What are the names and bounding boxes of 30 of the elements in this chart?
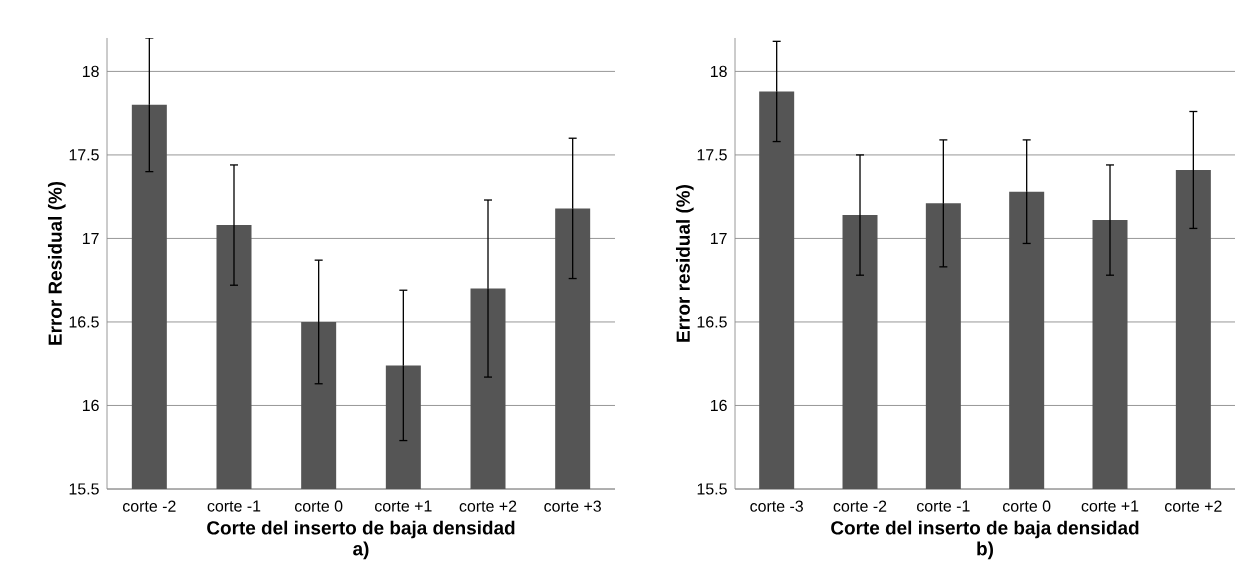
x-tick-label: corte +3 (544, 500, 601, 512)
x-tick-label: corte 0 (1002, 500, 1051, 512)
y-tick-label: 15.5 (697, 483, 727, 495)
text: a) (353, 541, 369, 560)
x-tick-label: corte +1 (1081, 500, 1139, 512)
text: b) (977, 541, 993, 560)
y-tick-label: 17 (82, 232, 99, 244)
x-tick-label: corte -1 (207, 500, 261, 512)
x-tick-label: corte +1 (374, 500, 432, 512)
x-axis-title: Corte del inserto de baja densidad (207, 520, 515, 539)
x-tick-label: corte +2 (1165, 500, 1222, 512)
y-tick-label: 17.5 (69, 149, 99, 161)
y-tick-label: 18 (82, 65, 99, 78)
x-tick-label: corte -3 (750, 500, 803, 512)
y-tick-label: 16.5 (69, 316, 99, 328)
y-tick-label: 16.5 (697, 316, 727, 328)
x-tick-label: corte 0 (294, 500, 343, 512)
x-tick-label: corte +2 (459, 500, 517, 512)
x-tick-label: corte -2 (122, 500, 176, 512)
x-tick-label: corte -2 (833, 500, 887, 512)
y-tick-label: 16 (710, 399, 727, 412)
y-tick-label: 15.5 (69, 483, 99, 495)
y-tick-label: 17.5 (697, 149, 727, 161)
y-tick-label: 16 (82, 399, 99, 412)
y-tick-label: 17 (710, 232, 727, 244)
y-tick-label: 18 (710, 65, 727, 78)
y-axis-title: Error Residual (%) (47, 181, 66, 345)
y-axis-title: Error residual (%) (675, 185, 694, 342)
x-tick-label: corte -1 (917, 500, 970, 512)
x-axis-title: Corte del inserto de baja densidad (831, 520, 1139, 539)
